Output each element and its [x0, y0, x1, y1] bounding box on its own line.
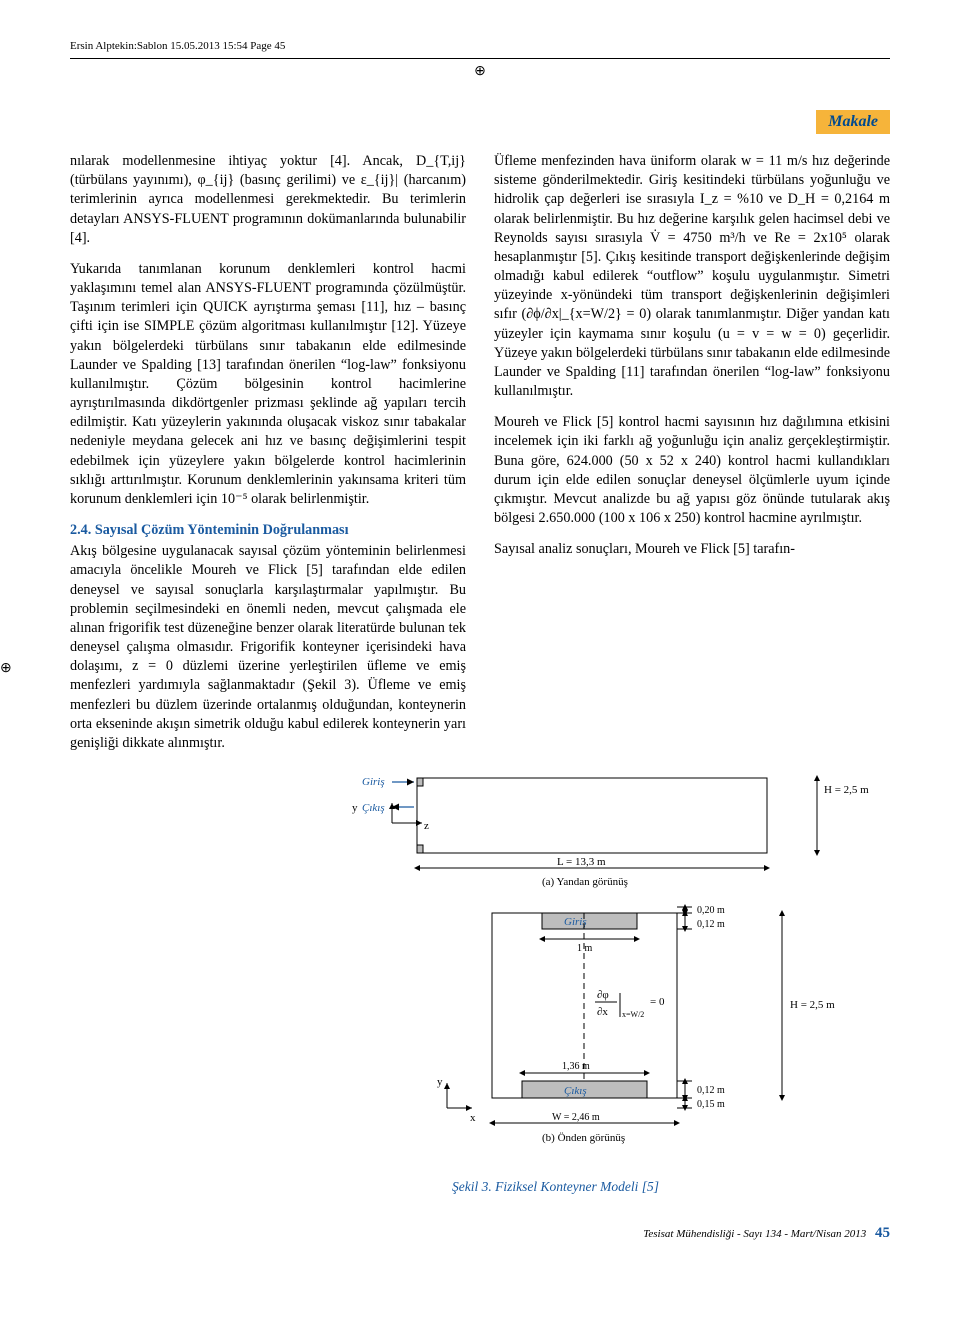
top-axis-x: x: [470, 1112, 476, 1124]
left-p1: nılarak modellenmesine ihtiyaç yoktur [4…: [70, 152, 466, 248]
crop-mark-left: ⊕: [0, 660, 12, 677]
figure-svg: Giriş y Çıkış z L = 13,3 m H =: [352, 773, 872, 1173]
top-axis-y: y: [437, 1076, 443, 1088]
top-d4: 1,36 m: [562, 1061, 590, 1072]
running-head: Ersin Alptekin:Sablon 15.05.2013 15:54 P…: [70, 40, 890, 52]
left-column: nılarak modellenmesine ihtiyaç yoktur [4…: [70, 152, 466, 765]
side-H: H = 2,5 m: [824, 784, 869, 796]
top-eq-sub: x=W/2: [622, 1010, 644, 1019]
article-tag: Makale: [816, 110, 890, 134]
top-d6: 0,15 m: [697, 1099, 725, 1110]
top-giris-label: Giriş: [564, 916, 587, 928]
top-subcaption: (b) Önden görünüş: [542, 1132, 625, 1144]
left-p3: Akış bölgesine uygulanacak sayısal çözüm…: [70, 542, 466, 753]
header-rule: [70, 58, 890, 59]
top-d2: 0,12 m: [697, 919, 725, 930]
top-H: H = 2,5 m: [790, 999, 835, 1011]
article-tag-wrap: Makale: [70, 110, 890, 134]
top-d1: 0,20 m: [697, 905, 725, 916]
side-axis-y: y: [352, 802, 358, 814]
top-d5: 0,12 m: [697, 1085, 725, 1096]
left-p2: Yukarıda tanımlanan korunum denklemleri …: [70, 260, 466, 509]
right-column: Üfleme menfezinden hava üniform olarak w…: [494, 152, 890, 765]
top-W: W = 2,46 m: [552, 1112, 600, 1123]
top-eq-zero: = 0: [650, 996, 665, 1008]
side-subcaption: (a) Yandan görünüş: [542, 876, 628, 888]
footer-text: Tesisat Mühendisliği - Sayı 134 - Mart/N…: [643, 1228, 866, 1240]
top-cikis-label: Çıkış: [564, 1085, 587, 1097]
side-L: L = 13,3 m: [557, 856, 606, 868]
figure-3: Giriş y Çıkış z L = 13,3 m H =: [70, 773, 890, 1195]
section-heading: 2.4. Sayısal Çözüm Yönteminin Doğrulanma…: [70, 521, 466, 540]
text-columns: nılarak modellenmesine ihtiyaç yoktur [4…: [70, 152, 890, 765]
top-eq-frac-n: ∂φ: [597, 989, 609, 1001]
right-p2: Moureh ve Flick [5] kontrol hacmi sayısı…: [494, 413, 890, 528]
right-p1: Üfleme menfezinden hava üniform olarak w…: [494, 152, 890, 401]
page-footer: Tesisat Mühendisliği - Sayı 134 - Mart/N…: [70, 1225, 890, 1242]
figure-caption: Şekil 3. Fiziksel Konteyner Modeli [5]: [352, 1179, 872, 1195]
side-cikis-label: Çıkış: [362, 802, 385, 814]
crop-mark-top: ⊕: [70, 63, 890, 80]
top-eq-frac-d: ∂x: [597, 1006, 608, 1018]
page-number: 45: [875, 1225, 890, 1241]
side-axis-z: z: [424, 820, 429, 832]
right-p3: Sayısal analiz sonuçları, Moureh ve Flic…: [494, 540, 890, 559]
side-giris-label: Giriş: [362, 776, 385, 788]
top-d3: 1 m: [577, 943, 593, 954]
